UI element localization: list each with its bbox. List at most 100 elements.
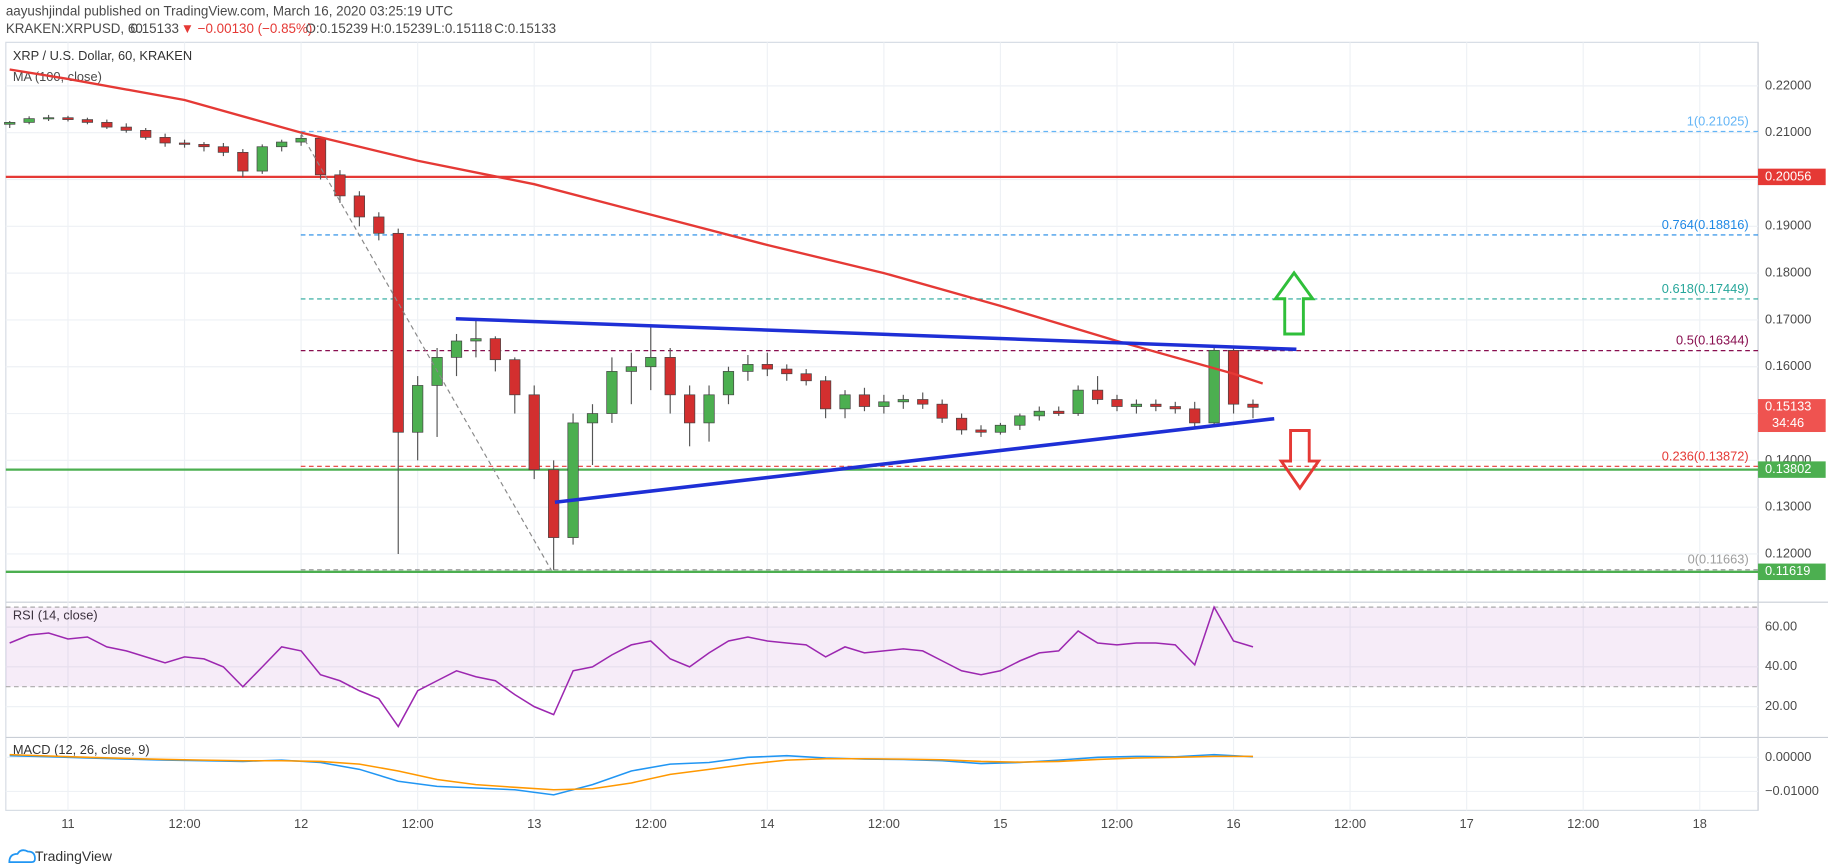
- price-badge: [1758, 168, 1826, 186]
- candle-body: [975, 429, 987, 433]
- fib-label: 0.5(0.16344): [1676, 333, 1749, 348]
- candle-body: [178, 142, 191, 145]
- y-tick-label: 0.00000: [1765, 749, 1811, 764]
- candle-body: [1033, 410, 1045, 417]
- candle-body: [1150, 403, 1162, 407]
- candle-body: [1247, 403, 1259, 408]
- moving-average: [9, 68, 1264, 385]
- pane-title: XRP / U.S. Dollar, 60, KRAKEN: [13, 48, 192, 63]
- candle-body: [878, 401, 890, 407]
- plot: 0.120000.130000.140000.150000.160000.170…: [4, 42, 1826, 831]
- candle-body: [489, 338, 501, 361]
- y-tick-label: 0.17000: [1765, 311, 1811, 326]
- candle-body: [858, 394, 871, 407]
- candle-body: [4, 122, 16, 125]
- x-tick-label: 12:00: [1334, 816, 1366, 831]
- rsi-band: [5, 607, 1759, 687]
- x-tick-label: 14: [760, 816, 774, 831]
- brand[interactable]: TradingView: [35, 848, 113, 864]
- candle-body: [42, 117, 55, 120]
- change: ▼ −0.00130 (−0.85%): [181, 21, 313, 36]
- y-tick-label: 0.19000: [1765, 218, 1811, 233]
- arrow-up: [1272, 270, 1316, 336]
- y-tick-label: 0.13000: [1765, 499, 1811, 514]
- candle-body: [839, 394, 851, 410]
- open: O:0.15239: [305, 21, 368, 36]
- fib-label: 0.236(0.13872): [1662, 448, 1749, 463]
- candle-body: [781, 368, 793, 375]
- candle-body: [820, 380, 832, 410]
- series-line: [9, 605, 1254, 728]
- candle-body: [1111, 399, 1123, 407]
- trendline-upper: [455, 316, 1297, 352]
- candle-body: [276, 141, 288, 148]
- candle-body: [470, 338, 482, 342]
- candle-body: [664, 357, 676, 396]
- candle-body: [81, 119, 94, 123]
- candle-body: [1189, 408, 1201, 424]
- fib-label: 1(0.21025): [1687, 113, 1749, 128]
- candle-body: [606, 371, 618, 414]
- candle-body: [217, 146, 229, 153]
- x-tick-label: 12:00: [169, 816, 201, 831]
- candle-body: [120, 126, 132, 131]
- candle-body: [1208, 349, 1220, 424]
- candle-body: [509, 359, 521, 396]
- candle-body: [1169, 406, 1181, 410]
- candle-body: [159, 137, 171, 144]
- y-tick-label: 0.16000: [1765, 358, 1811, 373]
- candle-body: [528, 394, 540, 471]
- x-tick-label: 12:00: [635, 816, 667, 831]
- candle-body: [62, 117, 74, 120]
- candle-body: [897, 399, 909, 403]
- x-tick-label: 11: [61, 816, 74, 831]
- candle-body: [548, 469, 560, 538]
- candle-body: [1091, 389, 1104, 400]
- candle-body: [586, 413, 599, 424]
- y-tick-label: 0.18000: [1765, 264, 1811, 279]
- x-tick-label: 16: [1226, 816, 1240, 831]
- price-badge-label: 0.11619: [1765, 563, 1810, 578]
- x-tick-label: 15: [993, 816, 1007, 831]
- candle-body: [101, 122, 113, 128]
- x-tick-label: 17: [1460, 816, 1474, 831]
- y-tick-label: 20.00: [1765, 698, 1797, 713]
- candle-body: [334, 174, 346, 197]
- price-badge-label: 0.20056: [1765, 168, 1811, 183]
- candle-body: [353, 195, 365, 218]
- candle-body: [742, 364, 754, 372]
- x-tick-label: 12: [294, 816, 308, 831]
- y-tick-label: 0.12000: [1765, 545, 1811, 560]
- x-tick-label: 12:00: [868, 816, 900, 831]
- low: L:0.15118: [434, 21, 493, 36]
- drawings: [300, 132, 1322, 571]
- candle-body: [140, 129, 152, 138]
- arrow-down: [1278, 429, 1322, 491]
- price-badge: [1758, 563, 1826, 581]
- pane-title: MACD (12, 26, close, 9): [13, 742, 150, 757]
- y-tick-label: 40.00: [1765, 658, 1797, 673]
- symbol: KRAKEN:XRPUSD, 60: [6, 21, 143, 36]
- candle-body: [1014, 415, 1026, 426]
- trendline-lower: [554, 416, 1275, 504]
- x-tick-label: 12:00: [402, 816, 434, 831]
- logo: [8, 849, 36, 864]
- x-tick-label: 18: [1693, 816, 1707, 831]
- publisher: aayushjindal published on TradingView.co…: [6, 3, 454, 18]
- candle-body: [314, 137, 327, 176]
- price-badge-label: 0.15133: [1765, 399, 1811, 414]
- candle-body: [198, 144, 210, 148]
- x-tick-label: 12:00: [1101, 816, 1133, 831]
- y-tick-label: 0.21000: [1765, 124, 1811, 139]
- candle-body: [722, 371, 735, 396]
- candle-body: [761, 364, 773, 370]
- candle-body: [936, 403, 948, 419]
- y-tick-label: 60.00: [1765, 618, 1797, 633]
- pane-title: RSI (14, close): [13, 608, 98, 623]
- x-tick-label: 12:00: [1567, 816, 1599, 831]
- fib-label: 0.764(0.18816): [1662, 217, 1749, 232]
- candle-body: [703, 394, 715, 424]
- candle-body: [955, 417, 968, 431]
